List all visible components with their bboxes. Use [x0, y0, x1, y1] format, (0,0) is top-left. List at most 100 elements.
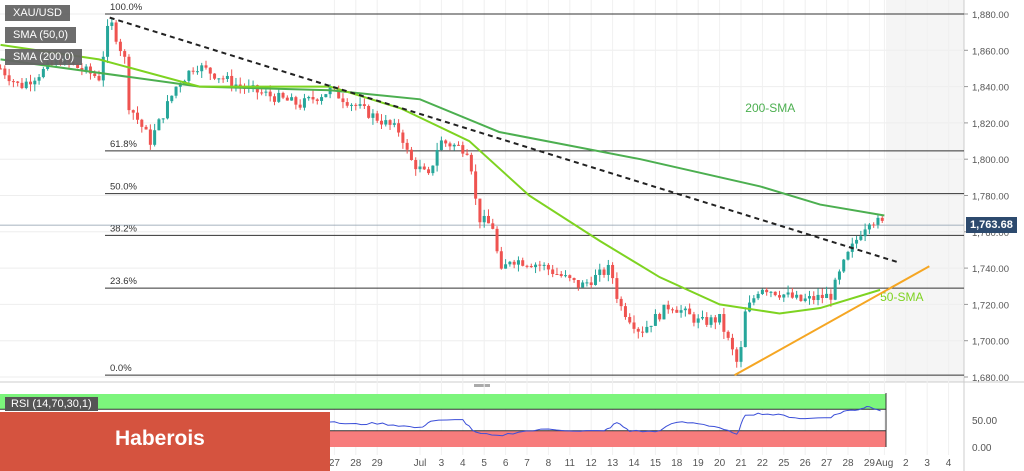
candle-body: [431, 165, 435, 174]
x-tick-label: 14: [628, 458, 640, 469]
x-tick-label: 18: [671, 458, 683, 469]
x-tick-label: Jul: [414, 458, 427, 469]
candle-body: [692, 314, 696, 323]
candle-body: [606, 264, 610, 275]
candle-body: [538, 264, 542, 266]
candle-body: [589, 282, 593, 286]
candle-body: [136, 112, 140, 120]
candle-body: [696, 318, 700, 323]
y-tick-label: 1,800.00: [972, 155, 1009, 166]
candle-body: [302, 98, 306, 108]
50-sma-line: [0, 43, 881, 315]
y-tick-label: 1,820.00: [972, 119, 1009, 130]
candle-body: [37, 77, 41, 81]
candle-body: [418, 166, 422, 170]
candle-body: [820, 294, 824, 299]
legend-sma200[interactable]: SMA (200,0): [5, 49, 83, 65]
fib-level-label: 100.0%: [110, 2, 143, 13]
x-tick-label: 4: [460, 458, 466, 469]
candle-body: [700, 317, 704, 319]
candle-body: [191, 70, 195, 72]
candle-body: [666, 304, 670, 310]
x-tick-label: 3: [439, 458, 445, 469]
candle-body: [491, 223, 495, 229]
x-tick-label: Aug: [875, 458, 893, 469]
candle-body: [769, 291, 773, 293]
candle-body: [140, 119, 144, 127]
x-tick-label: 2: [903, 458, 909, 469]
legend-sma50[interactable]: SMA (50,0): [5, 27, 77, 43]
candle-body: [521, 260, 525, 266]
candle-body: [675, 309, 679, 313]
y-tick-label: 1,860.00: [972, 46, 1009, 57]
candle-body: [350, 104, 354, 106]
candle-body: [499, 251, 503, 269]
candle-body: [713, 317, 717, 323]
candle-body: [29, 81, 33, 85]
candle-body: [354, 104, 358, 106]
x-tick-label: 15: [650, 458, 662, 469]
candle-body: [516, 260, 520, 265]
last-price-tag: 1,763.68: [966, 217, 1017, 233]
x-tick-label: 28: [350, 458, 362, 469]
candle-body: [602, 269, 606, 275]
candle-body: [508, 261, 512, 265]
candle-body: [542, 264, 546, 266]
candle-body: [452, 144, 456, 147]
candle-body: [427, 169, 431, 174]
candle-body: [581, 282, 585, 288]
y-tick-label: 1,880.00: [972, 10, 1009, 21]
trendline-resistance: [109, 16, 900, 264]
x-tick-label: 29: [864, 458, 876, 469]
banner-text: Haberois: [115, 427, 205, 450]
candle-body: [748, 302, 752, 312]
candle-body: [114, 22, 118, 42]
annotation-50-sma: 50-SMA: [880, 290, 923, 304]
fib-level-label: 0.0%: [110, 363, 132, 374]
candle-body: [362, 104, 366, 107]
x-tick-label: 3: [924, 458, 930, 469]
rsi-label[interactable]: RSI (14,70,30,1): [5, 397, 98, 411]
trendline-support: [734, 265, 930, 377]
candle-body: [641, 331, 645, 333]
annotation-200-sma: 200-SMA: [745, 101, 795, 115]
candle-body: [465, 153, 469, 155]
200-sma-line: [0, 58, 885, 217]
candle-body: [388, 120, 392, 125]
candle-body: [739, 347, 743, 362]
candle-body: [0, 68, 3, 70]
candle-body: [315, 99, 319, 101]
pane-resize-handle[interactable]: [474, 384, 490, 387]
candle-body: [765, 289, 769, 293]
candle-body: [619, 298, 623, 307]
x-tick-label: 8: [546, 458, 552, 469]
candle-body: [88, 66, 92, 74]
candle-body: [730, 337, 734, 350]
candle-body: [688, 308, 692, 315]
candle-body: [131, 110, 135, 113]
y-tick-label: 1,780.00: [972, 192, 1009, 203]
candle-body: [401, 132, 405, 143]
candle-body: [448, 143, 452, 147]
candle-body: [812, 296, 816, 301]
candle-body: [80, 67, 84, 71]
x-tick-label: 20: [714, 458, 726, 469]
candle-body: [118, 41, 122, 52]
candle-body: [225, 75, 229, 79]
candle-body: [782, 294, 786, 298]
y-tick-label: 1,840.00: [972, 83, 1009, 94]
candle-body: [260, 92, 264, 94]
candle-body: [525, 265, 529, 267]
candle-body: [311, 97, 315, 100]
candle-body: [469, 154, 473, 172]
x-tick-label: 19: [693, 458, 705, 469]
candle-body: [208, 67, 212, 74]
candle-body: [722, 314, 726, 332]
candle-body: [555, 274, 559, 276]
candle-body: [593, 274, 597, 286]
legend-symbol[interactable]: XAU/USD: [5, 5, 70, 21]
candle-body: [632, 322, 636, 329]
candle-body: [735, 349, 739, 362]
candle-body: [872, 224, 876, 226]
candle-body: [546, 264, 550, 270]
